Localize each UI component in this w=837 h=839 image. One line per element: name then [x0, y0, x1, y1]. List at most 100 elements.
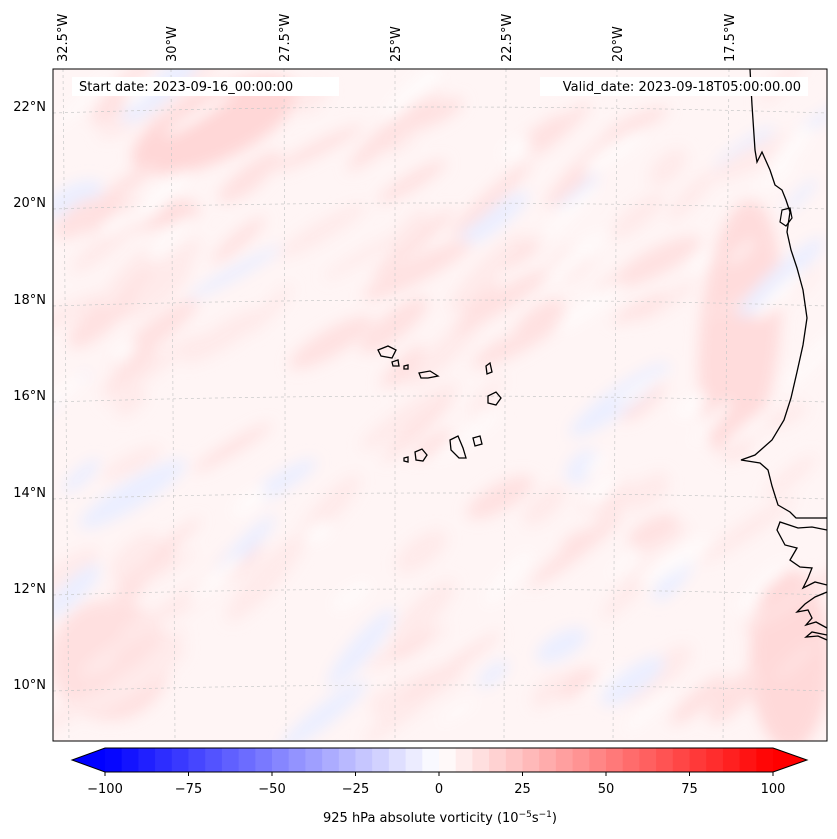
positive-vorticity-patch	[70, 220, 136, 273]
positive-vorticity-patch	[449, 160, 532, 238]
positive-vorticity-patch	[377, 160, 446, 204]
lon-label: 30°W	[165, 26, 180, 62]
island-santa-luzia	[403, 364, 409, 370]
positive-vorticity-patch	[324, 232, 401, 280]
positive-vorticity-patch	[101, 332, 202, 405]
parallel-line	[53, 106, 827, 114]
colorbar-segment	[205, 748, 223, 772]
positive-vorticity-patch	[101, 249, 154, 308]
lon-label: 22.5°W	[500, 14, 515, 62]
positive-vorticity-patch	[628, 514, 678, 547]
island-fogo	[414, 448, 428, 462]
parallel-line	[53, 684, 827, 692]
neutral-vorticity-patch	[147, 215, 190, 261]
colorbar-segment	[656, 748, 674, 772]
positive-vorticity-patch	[101, 348, 158, 393]
neutral-vorticity-patch	[131, 170, 190, 225]
colorbar-ticks: −100 −75 −50 −25 0 25 50 75 100	[87, 772, 785, 797]
negative-vorticity-patch	[62, 458, 100, 494]
colorbar-segment	[255, 748, 273, 772]
colorbar-segment	[489, 748, 507, 772]
negative-vorticity-patch	[188, 245, 282, 300]
colorbar-segment	[272, 748, 290, 772]
positive-vorticity-patch	[466, 475, 534, 519]
colorbar-tick-label: −50	[258, 782, 285, 797]
coastline-path	[795, 591, 827, 629]
positive-vorticity-patch	[181, 308, 266, 364]
coastline-path	[776, 521, 827, 590]
positive-vorticity-patch	[447, 232, 526, 312]
cape-verde-islands	[377, 345, 502, 463]
neutral-vorticity-patch	[624, 685, 674, 734]
negative-vorticity-patch	[783, 178, 818, 213]
vorticity-field	[53, 69, 827, 741]
lat-label: 14°N	[13, 486, 46, 501]
colorbar: −100 −75 −50 −25 0 25 50 75 100 925 hPa absolute…	[70, 747, 809, 826]
lon-label: 17.5°W	[723, 14, 738, 62]
negative-vorticity-patch	[456, 191, 529, 249]
positive-vorticity-patch	[390, 627, 430, 659]
colorbar-segment	[639, 748, 657, 772]
neutral-vorticity-patch	[689, 399, 731, 447]
negative-vorticity-patch	[478, 660, 509, 688]
neutral-vorticity-patch	[783, 325, 827, 390]
lon-label: 20°W	[611, 26, 626, 62]
parallel-line	[53, 588, 827, 596]
positive-vorticity-patch	[68, 292, 130, 348]
positive-vorticity-patch	[53, 548, 100, 595]
positive-vorticity-patch	[274, 125, 363, 171]
positive-vorticity-patch	[649, 148, 687, 187]
neutral-vorticity-patch	[754, 268, 808, 320]
colorbar-segment	[606, 748, 624, 772]
positive-vorticity-patch	[93, 543, 178, 630]
positive-vorticity-patch	[612, 292, 669, 324]
colorbar-segment	[138, 748, 156, 772]
positive-vorticity-patch	[413, 429, 452, 460]
colorbar-segment	[288, 748, 306, 772]
colorbar-tick-label: 25	[514, 782, 531, 797]
neutral-vorticity-patch	[163, 91, 235, 137]
neutral-vorticity-patch	[615, 371, 668, 406]
positive-vorticity-patch	[289, 315, 373, 369]
colorbar-segment	[722, 748, 741, 772]
colorbar-tick-label: 50	[598, 782, 615, 797]
positive-vorticity-patch	[407, 97, 464, 130]
island-santiago	[449, 435, 467, 459]
positive-vorticity-patch	[698, 200, 782, 460]
island-santo-antao	[377, 345, 397, 359]
colorbar-segment	[572, 748, 590, 772]
positive-vorticity-patch	[391, 579, 455, 646]
colorbar-segment	[322, 748, 340, 772]
neutral-vorticity-patch	[410, 71, 443, 102]
positive-vorticity-patch	[211, 216, 266, 264]
neutral-vorticity-patch	[638, 536, 712, 585]
positive-vorticity-patch	[53, 691, 103, 741]
parallel-line	[53, 202, 827, 210]
title-left-bg	[72, 77, 339, 96]
negative-vorticity-patch	[280, 680, 367, 741]
neutral-vorticity-patch	[53, 375, 85, 408]
positive-vorticity-patch	[119, 586, 204, 636]
colorbar-segment	[622, 748, 640, 772]
positive-vorticity-patch	[137, 550, 196, 587]
colorbar-segment	[105, 748, 123, 772]
neutral-vorticity-patch	[771, 124, 812, 172]
latitude-labels: 22°N 20°N 18°N 16°N 14°N 12°N 10°N	[13, 100, 46, 693]
positive-vorticity-patch	[513, 298, 565, 344]
longitude-labels: 32.5°W 30°W 27.5°W 25°W 22.5°W 20°W 17.5…	[56, 14, 738, 62]
lon-label: 32.5°W	[56, 14, 71, 62]
coastline-path	[779, 207, 793, 227]
positive-vorticity-patch	[347, 87, 442, 171]
lat-label: 20°N	[13, 196, 46, 211]
neutral-vorticity-patch	[535, 183, 600, 247]
negative-vorticity-patch	[536, 627, 588, 663]
neutral-vorticity-patch	[483, 550, 533, 607]
neutral-vorticity-patch	[437, 698, 478, 726]
colorbar-segment	[338, 748, 357, 772]
positive-vorticity-patch	[132, 239, 202, 307]
positive-vorticity-patch	[193, 423, 272, 472]
positive-vorticity-patch	[522, 485, 566, 526]
positive-vorticity-patch	[380, 344, 425, 387]
positive-vorticity-patch	[468, 376, 504, 417]
positive-vorticity-patch	[764, 454, 818, 498]
